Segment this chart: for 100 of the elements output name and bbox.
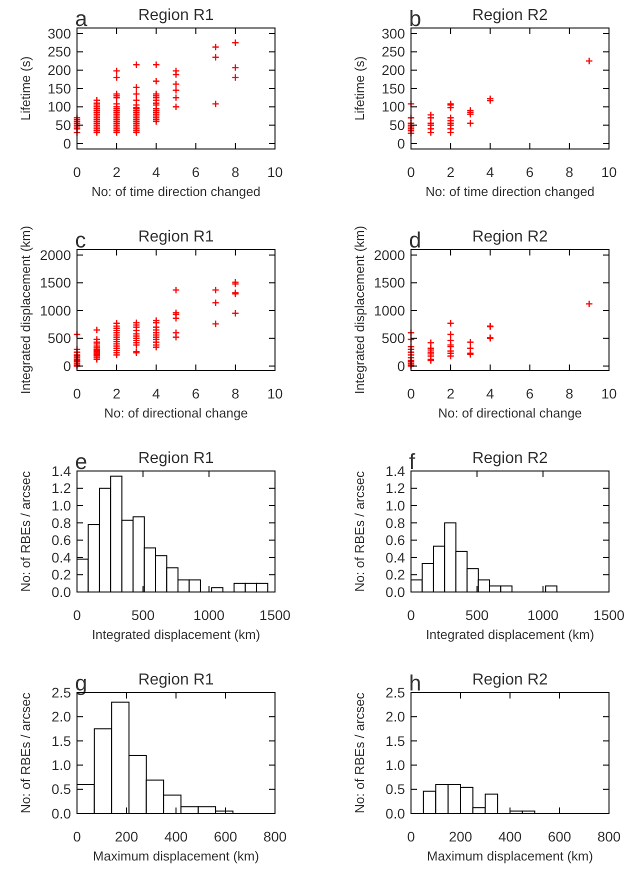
y-tick-label: 0.0: [386, 584, 406, 600]
x-tick-label: 8: [232, 386, 240, 402]
y-axis-title: Lifetime (s): [18, 56, 33, 121]
y-axis-title: No: of RBEs / arcsec: [18, 692, 33, 814]
x-tick-label: 2: [112, 386, 121, 402]
x-tick-label: 10: [601, 164, 617, 180]
x-tick-label: 6: [192, 386, 200, 402]
y-tick-label: 100: [382, 98, 406, 115]
x-tick-label: 8: [566, 164, 574, 180]
x-tick-label: 10: [267, 164, 283, 180]
y-tick-label: 1000: [40, 302, 72, 318]
x-axis-title: No: of directional change: [438, 406, 582, 420]
y-tick-label: 50: [389, 117, 406, 134]
x-axis-title: Integrated displacement (km): [92, 627, 260, 642]
y-tick-label: 1.4: [386, 462, 406, 479]
y-axis-title: No: of RBEs / arcsec: [352, 692, 367, 814]
y-tick-label: 1.0: [386, 757, 406, 773]
x-tick-label: 2: [112, 164, 121, 180]
x-tick-label: 4: [486, 164, 494, 180]
x-tick-label: 600: [214, 828, 238, 844]
annotation: d: [409, 228, 422, 252]
x-axis-title: No: of time direction changed: [425, 184, 595, 199]
y-tick-label: 1.0: [52, 757, 72, 773]
x-tick-label: 1000: [527, 607, 559, 623]
annotation: a: [75, 6, 88, 31]
y-tick-label: 2.0: [52, 708, 72, 725]
y-tick-label: 1.2: [386, 480, 406, 496]
y-tick-label: 300: [382, 25, 406, 42]
annotation: h: [409, 670, 422, 696]
x-tick-label: 6: [192, 164, 200, 180]
x-tick-label: 2: [446, 386, 455, 402]
y-tick-label: 0.2: [52, 566, 72, 583]
x-tick-label: 10: [267, 386, 283, 402]
x-axis-title: Maximum displacement (km): [426, 848, 594, 864]
y-tick-label: 2.5: [386, 684, 406, 700]
y-tick-label: 1.0: [386, 497, 406, 514]
x-tick-label: 1000: [193, 607, 225, 623]
y-tick-label: 100: [48, 98, 72, 115]
chart-title: Region R1: [138, 450, 214, 467]
annotation: b: [409, 6, 422, 31]
annotation: e: [75, 449, 88, 474]
x-tick-label: 500: [465, 607, 489, 623]
x-axis-title: Maximum displacement (km): [92, 848, 260, 864]
x-tick-label: 0: [407, 607, 416, 623]
y-axis-title: No: of RBEs / arcsec: [352, 470, 367, 592]
y-tick-label: 1.5: [52, 732, 72, 749]
x-tick-label: 400: [164, 828, 188, 844]
annotation: c: [75, 228, 86, 252]
x-tick-label: 0: [73, 164, 82, 180]
x-tick-label: 500: [131, 607, 155, 623]
y-tick-label: 0.0: [386, 805, 406, 822]
x-tick-label: 0: [407, 164, 416, 180]
y-axis-title: Integrated displacement (km): [18, 226, 33, 394]
y-tick-label: 0.4: [52, 549, 72, 566]
x-tick-label: 0: [73, 828, 82, 844]
x-tick-label: 200: [448, 828, 472, 844]
y-tick-label: 0.5: [52, 781, 72, 798]
x-tick-label: 6: [526, 164, 534, 180]
y-tick-label: 1.2: [52, 480, 72, 496]
chart-title: Region R2: [472, 228, 548, 246]
chart-title: Region R2: [472, 672, 548, 688]
chart-title: Region R2: [472, 7, 548, 24]
x-axis-title: No: of time direction changed: [91, 184, 261, 199]
y-tick-label: 2000: [40, 246, 72, 263]
y-tick-label: 50: [55, 117, 72, 134]
x-tick-label: 2: [446, 164, 455, 180]
y-tick-label: 250: [382, 44, 406, 60]
y-tick-label: 0.6: [52, 532, 72, 548]
y-tick-label: 0.5: [386, 781, 406, 798]
x-tick-label: 600: [548, 828, 572, 844]
x-tick-label: 8: [566, 386, 574, 402]
chart-title: Region R1: [138, 672, 214, 688]
x-axis-title: Integrated displacement (km): [426, 627, 594, 642]
y-tick-label: 0: [397, 358, 406, 374]
x-tick-label: 0: [73, 386, 82, 402]
y-tick-label: 200: [48, 62, 72, 78]
y-tick-label: 1500: [40, 274, 72, 291]
y-tick-label: 200: [382, 62, 406, 78]
y-tick-label: 150: [48, 80, 72, 96]
x-tick-label: 1500: [259, 607, 291, 623]
x-tick-label: 0: [407, 386, 416, 402]
chart-title: Region R1: [138, 228, 214, 246]
x-tick-label: 800: [597, 828, 621, 844]
y-tick-label: 0.2: [386, 566, 406, 583]
y-tick-label: 0.6: [386, 532, 406, 548]
x-tick-label: 8: [232, 164, 240, 180]
y-tick-label: 0.4: [386, 549, 406, 566]
y-axis-title: Integrated displacement (km): [352, 226, 367, 394]
x-tick-label: 4: [152, 386, 160, 402]
annotation: f: [409, 449, 416, 474]
y-tick-label: 0.8: [52, 514, 72, 531]
y-tick-label: 1.5: [386, 732, 406, 749]
y-tick-label: 0: [63, 358, 72, 374]
y-tick-label: 0: [397, 135, 406, 152]
chart-title: Region R2: [472, 450, 548, 467]
y-axis-title: No: of RBEs / arcsec: [18, 470, 33, 592]
y-tick-label: 1.0: [52, 497, 72, 514]
y-tick-label: 250: [48, 44, 72, 60]
x-tick-label: 0: [407, 828, 416, 844]
y-tick-label: 300: [48, 25, 72, 42]
